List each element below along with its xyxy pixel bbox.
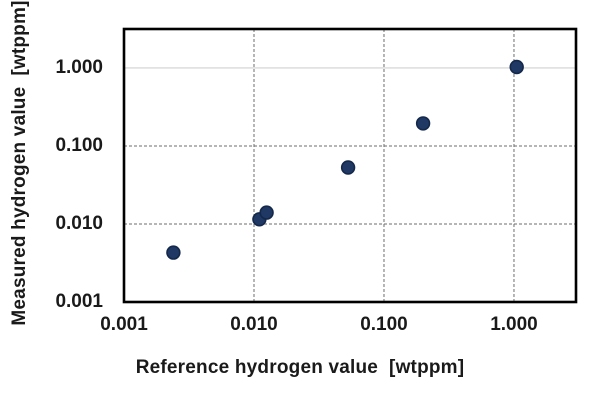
data-point <box>259 205 274 220</box>
data-point <box>509 59 524 75</box>
y-axis-title: Measured hydrogen value [wtppm] <box>9 0 30 326</box>
x-axis-title: Reference hydrogen value [wtppm] <box>135 357 465 378</box>
x-tick-label: 0.001 <box>100 314 148 335</box>
x-tick-label: 0.100 <box>360 314 408 335</box>
y-tick-label: 0.100 <box>55 134 103 156</box>
y-tick-label: 0.001 <box>55 291 103 312</box>
x-tick-label: 1.000 <box>490 314 538 335</box>
y-tick-label: 1.000 <box>55 56 103 78</box>
data-point <box>415 116 431 131</box>
y-tick-label: 0.010 <box>55 212 103 234</box>
data-point <box>166 245 181 260</box>
x-tick-label: 0.010 <box>230 314 278 335</box>
plot-border <box>122 27 578 304</box>
data-point <box>340 160 356 175</box>
